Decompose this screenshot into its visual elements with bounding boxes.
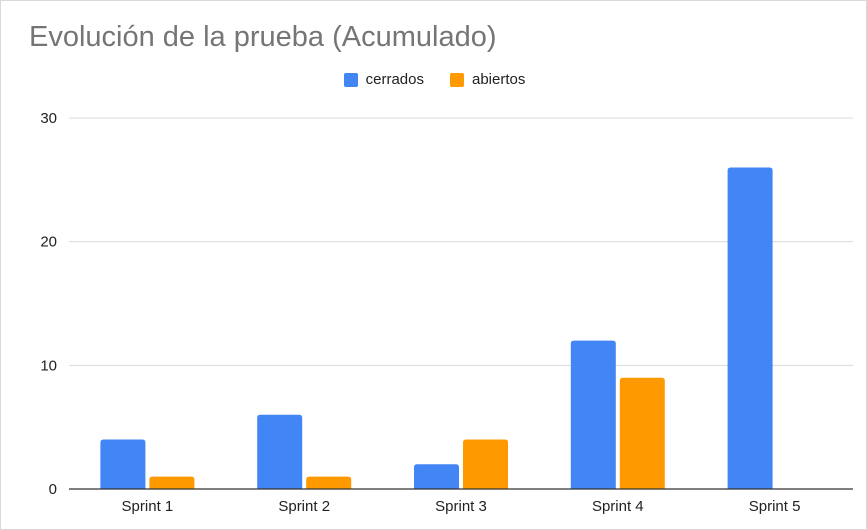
bar-abiertos-2: [306, 476, 352, 489]
x-tick-label-4: Sprint 4: [592, 498, 644, 515]
legend-label-cerrados: cerrados: [365, 71, 424, 88]
x-tick-label-3: Sprint 3: [435, 498, 487, 515]
legend-swatch-cerrados: [343, 72, 358, 87]
bar-abiertos-4: [619, 377, 665, 489]
chart-title: Evolución de la prueba (Acumulado): [29, 21, 497, 53]
y-tick-label-20: 20: [40, 234, 57, 251]
legend-swatch-abiertos: [449, 72, 464, 87]
bar-abiertos-1: [149, 476, 195, 489]
y-tick-label-0: 0: [49, 481, 57, 498]
legend-item-cerrados[interactable]: cerrados: [343, 71, 424, 88]
x-tick-label-5: Sprint 5: [749, 498, 801, 515]
bar-cerrados-4: [570, 340, 616, 489]
legend-label-abiertos: abiertos: [471, 71, 526, 88]
chart-legend: cerrados abiertos: [1, 71, 867, 88]
bar-cerrados-5: [727, 167, 773, 489]
legend-item-abiertos[interactable]: abiertos: [449, 71, 526, 88]
x-tick-label-2: Sprint 2: [278, 498, 330, 515]
bar-cerrados-1: [100, 439, 146, 489]
y-tick-label-10: 10: [40, 357, 57, 374]
x-tick-label-1: Sprint 1: [122, 498, 174, 515]
bar-cerrados-2: [257, 414, 303, 489]
y-tick-label-30: 30: [40, 110, 57, 127]
bar-cerrados-3: [414, 464, 459, 489]
bar-abiertos-3: [463, 439, 508, 489]
